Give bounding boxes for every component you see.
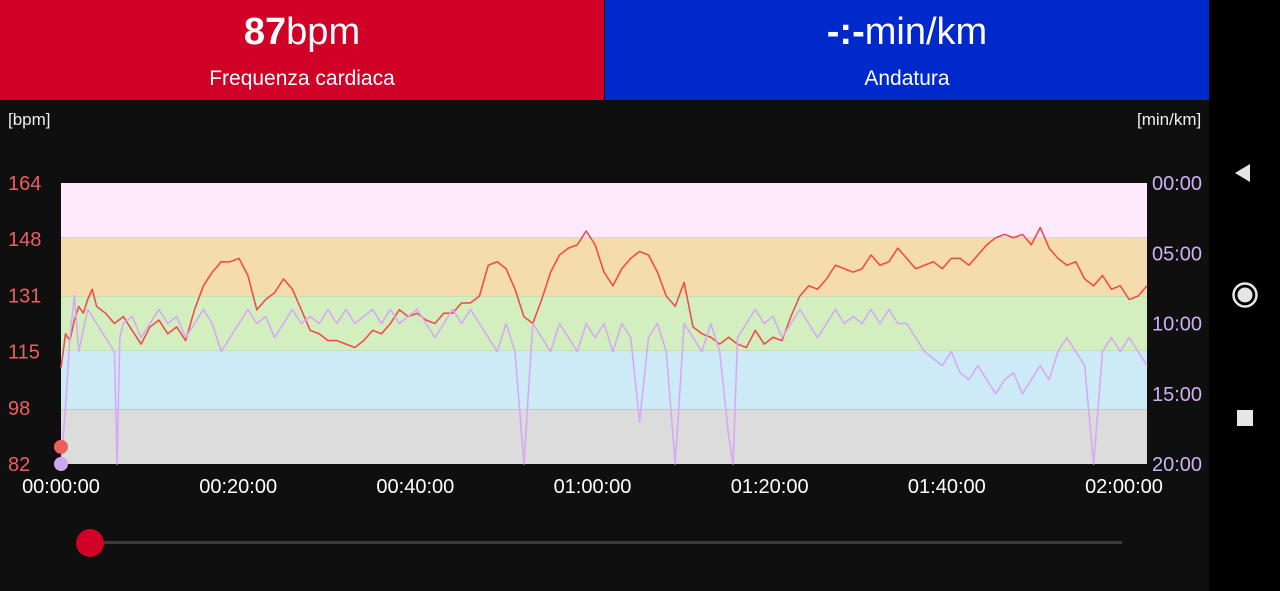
heart-rate-marker[interactable] bbox=[54, 439, 68, 454]
x-tick-label: 01:20:00 bbox=[731, 476, 809, 498]
slider-track[interactable] bbox=[88, 541, 1122, 544]
hr-zone-band-1 bbox=[61, 409, 1147, 464]
pace-value: -:-min/km bbox=[826, 11, 988, 53]
hr-zone-band-2 bbox=[61, 350, 1147, 410]
right-tick-label: 10:00 bbox=[1152, 314, 1202, 336]
heart-rate-line bbox=[60, 226, 1148, 369]
x-tick-label: 01:00:00 bbox=[554, 476, 632, 498]
heart-rate-tile[interactable]: 87bpm Frequenza cardiaca bbox=[0, 0, 604, 100]
left-tick-label: 82 bbox=[8, 454, 30, 476]
left-tick-label: 115 bbox=[8, 342, 40, 364]
back-icon[interactable] bbox=[1223, 151, 1267, 195]
pace-caption: Andatura bbox=[864, 67, 950, 90]
left-tick-label: 98 bbox=[8, 398, 30, 420]
x-tick-label: 01:40:00 bbox=[908, 476, 986, 498]
pace-line bbox=[60, 294, 1148, 465]
x-tick-label: 00:40:00 bbox=[376, 476, 454, 498]
x-tick-label: 00:20:00 bbox=[199, 476, 277, 498]
activity-chart[interactable]: 164 148 131 115 98 82 00:00 05:00 10:00 15:00 20:0… bbox=[0, 140, 1209, 510]
left-tick-label: 164 bbox=[8, 173, 41, 195]
heart-rate-caption: Frequenza cardiaca bbox=[209, 67, 395, 90]
home-icon[interactable] bbox=[1223, 273, 1267, 317]
left-tick-label: 148 bbox=[8, 229, 41, 251]
system-navigation-bar bbox=[1209, 0, 1280, 591]
right-axis-unit: [min/km] bbox=[1137, 110, 1202, 129]
recents-icon[interactable] bbox=[1223, 396, 1267, 440]
x-tick-label: 00:00:00 bbox=[22, 476, 100, 498]
hr-zone-band-5 bbox=[61, 183, 1147, 238]
right-tick-label: 20:00 bbox=[1152, 454, 1202, 476]
heart-rate-value: 87bpm bbox=[243, 11, 361, 53]
x-tick-label: 02:00:00 bbox=[1085, 476, 1163, 498]
right-tick-label: 15:00 bbox=[1152, 384, 1202, 406]
right-tick-label: 00:00 bbox=[1152, 173, 1202, 195]
pace-tile[interactable]: -:-min/km Andatura bbox=[605, 0, 1209, 100]
right-tick-label: 05:00 bbox=[1152, 243, 1202, 265]
slider-thumb[interactable] bbox=[76, 529, 104, 557]
timeline-slider[interactable] bbox=[76, 528, 1122, 558]
left-axis-unit: [bpm] bbox=[8, 110, 51, 129]
pace-marker[interactable] bbox=[54, 457, 68, 471]
hr-zone-band-4 bbox=[61, 237, 1147, 297]
left-tick-label: 131 bbox=[8, 285, 41, 307]
